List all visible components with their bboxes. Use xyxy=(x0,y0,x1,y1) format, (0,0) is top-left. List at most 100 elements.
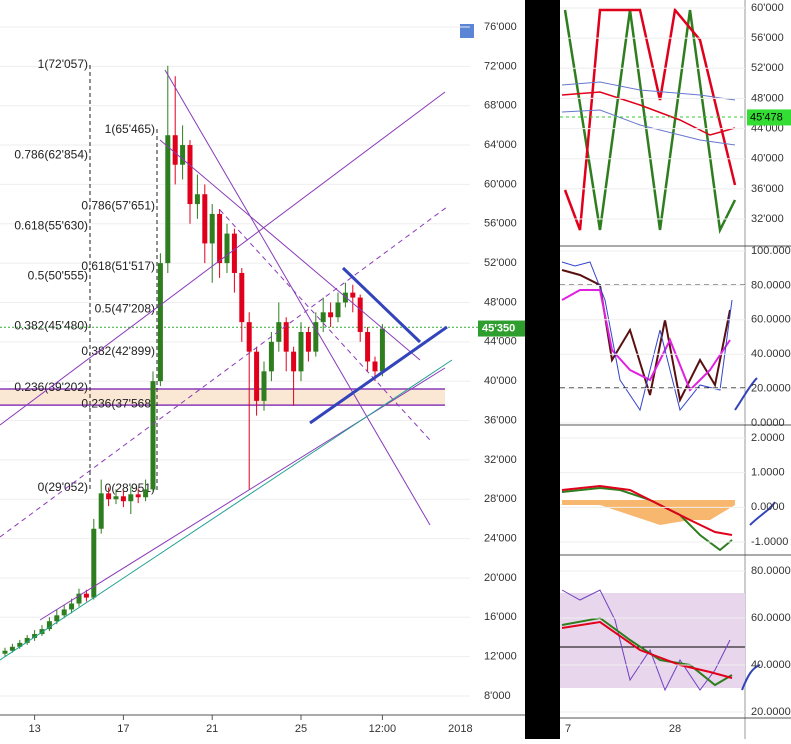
menu-icon[interactable] xyxy=(460,24,474,38)
y-tick-label: 52'000 xyxy=(484,257,517,269)
candle-body xyxy=(335,302,341,318)
candle-body xyxy=(283,322,289,352)
candle-body xyxy=(268,341,274,372)
price-label: 45'478 xyxy=(750,111,783,123)
fib-label: 0.382(45'480) xyxy=(14,318,88,332)
y-tick-label: 12'000 xyxy=(484,651,517,663)
y-tick-label: 44'000 xyxy=(751,122,784,134)
y-tick-label: 80.0000 xyxy=(751,279,791,291)
drawings xyxy=(0,65,453,661)
indicator-line xyxy=(563,9,737,235)
candle-body xyxy=(91,528,97,598)
fib-label: 0.618(51'517) xyxy=(81,259,155,273)
y-tick-label: 44'000 xyxy=(484,336,517,348)
candle-body xyxy=(320,312,326,323)
candle-body xyxy=(305,331,311,352)
fib-label: 0(29'052) xyxy=(38,480,88,494)
divider xyxy=(525,0,560,739)
y-tick-label: 68'000 xyxy=(484,100,517,112)
fib-label: 0.236(37'568) xyxy=(81,396,155,410)
y-tick-label: 24'000 xyxy=(484,532,517,544)
y-tick-label: 72'000 xyxy=(484,60,517,72)
y-tick-label: 56'000 xyxy=(751,32,784,44)
histogram xyxy=(562,500,735,525)
candle-body xyxy=(261,371,267,401)
candle-body xyxy=(209,213,215,244)
candle-body xyxy=(298,331,304,372)
candle-body xyxy=(32,634,38,638)
price-badge xyxy=(478,320,525,337)
y-tick-label: 48'000 xyxy=(751,92,784,104)
candle-body xyxy=(24,637,30,643)
candle-body xyxy=(61,609,67,616)
x-tick-label: 7 xyxy=(565,723,571,735)
y-tick-label: 32'000 xyxy=(484,454,517,466)
candle-body xyxy=(76,593,82,604)
y-tick-label: 1.0000 xyxy=(751,467,785,479)
y-tick-label: 48'000 xyxy=(484,296,517,308)
candle-body xyxy=(217,213,223,264)
y-tick-label: 56'000 xyxy=(484,218,517,230)
candle-body xyxy=(365,331,371,362)
triangle xyxy=(341,266,422,344)
indicator-line xyxy=(561,81,736,101)
fib-label: 1(72'057) xyxy=(38,57,88,71)
x-tick-label: 2018 xyxy=(448,723,472,735)
y-tick-label: 0.0000 xyxy=(751,417,785,429)
x-tick-label: 28 xyxy=(669,723,681,735)
candle-body xyxy=(2,650,8,654)
y-tick-label: 40'000 xyxy=(484,375,517,387)
indicator-line xyxy=(561,269,731,404)
y-tick-label: 2.0000 xyxy=(751,432,785,444)
y-tick-label: 76'000 xyxy=(484,21,517,33)
arrow-sketch xyxy=(734,377,758,411)
candle-body xyxy=(113,496,119,500)
candle-body xyxy=(313,322,319,352)
candle-body xyxy=(328,312,334,318)
indicator-line xyxy=(561,620,733,679)
candle-body xyxy=(83,593,89,598)
indicator-line xyxy=(561,91,736,136)
y-tick-label: 20'000 xyxy=(484,572,517,584)
candle-body xyxy=(165,135,171,264)
trendline xyxy=(159,139,421,361)
candle-body xyxy=(172,135,178,165)
candle-body xyxy=(224,233,230,264)
candle-body xyxy=(120,496,126,502)
candle-body xyxy=(187,145,193,205)
candle-body xyxy=(379,328,385,372)
y-tick-label: 36'000 xyxy=(751,183,784,195)
y-tick-label: 40.0000 xyxy=(751,348,791,360)
y-tick-label: 0.0000 xyxy=(751,501,785,513)
trendline xyxy=(219,209,431,441)
trendline xyxy=(0,206,448,538)
trendline xyxy=(0,359,453,661)
arrow-sketch xyxy=(741,664,761,691)
fib-label: 0.786(57'651) xyxy=(81,199,155,213)
main-chart: 8'000 12'000 16'000 20'000 24'000 28'000 32'00… xyxy=(0,21,525,735)
x-tick-label: 21 xyxy=(206,723,218,735)
candle-body xyxy=(106,493,112,500)
candle-body xyxy=(135,494,141,498)
x-tick-label: 12:00 xyxy=(369,723,397,735)
arrow-sketch xyxy=(749,501,776,526)
fib-label: 0.618(55'630) xyxy=(14,219,88,233)
y-tick-label: 60'000 xyxy=(751,2,784,14)
candle-body xyxy=(350,292,356,298)
y-tick-label: 80.0000 xyxy=(751,565,791,577)
indicator-line xyxy=(561,261,733,412)
x-tick-label: 25 xyxy=(295,723,307,735)
candle-body xyxy=(254,351,260,401)
candle-body xyxy=(202,194,208,244)
candle-body xyxy=(128,494,134,502)
candle-body xyxy=(231,233,237,273)
candle-body xyxy=(46,621,52,630)
y-tick-label: 32'000 xyxy=(751,213,784,225)
y-tick-label: 40'000 xyxy=(751,153,784,165)
candle-body xyxy=(54,615,60,622)
candle-body xyxy=(246,322,252,352)
candle-body xyxy=(98,493,104,529)
y-tick-label: 36'000 xyxy=(484,414,517,426)
fib-label: 1(65'465) xyxy=(105,122,155,136)
